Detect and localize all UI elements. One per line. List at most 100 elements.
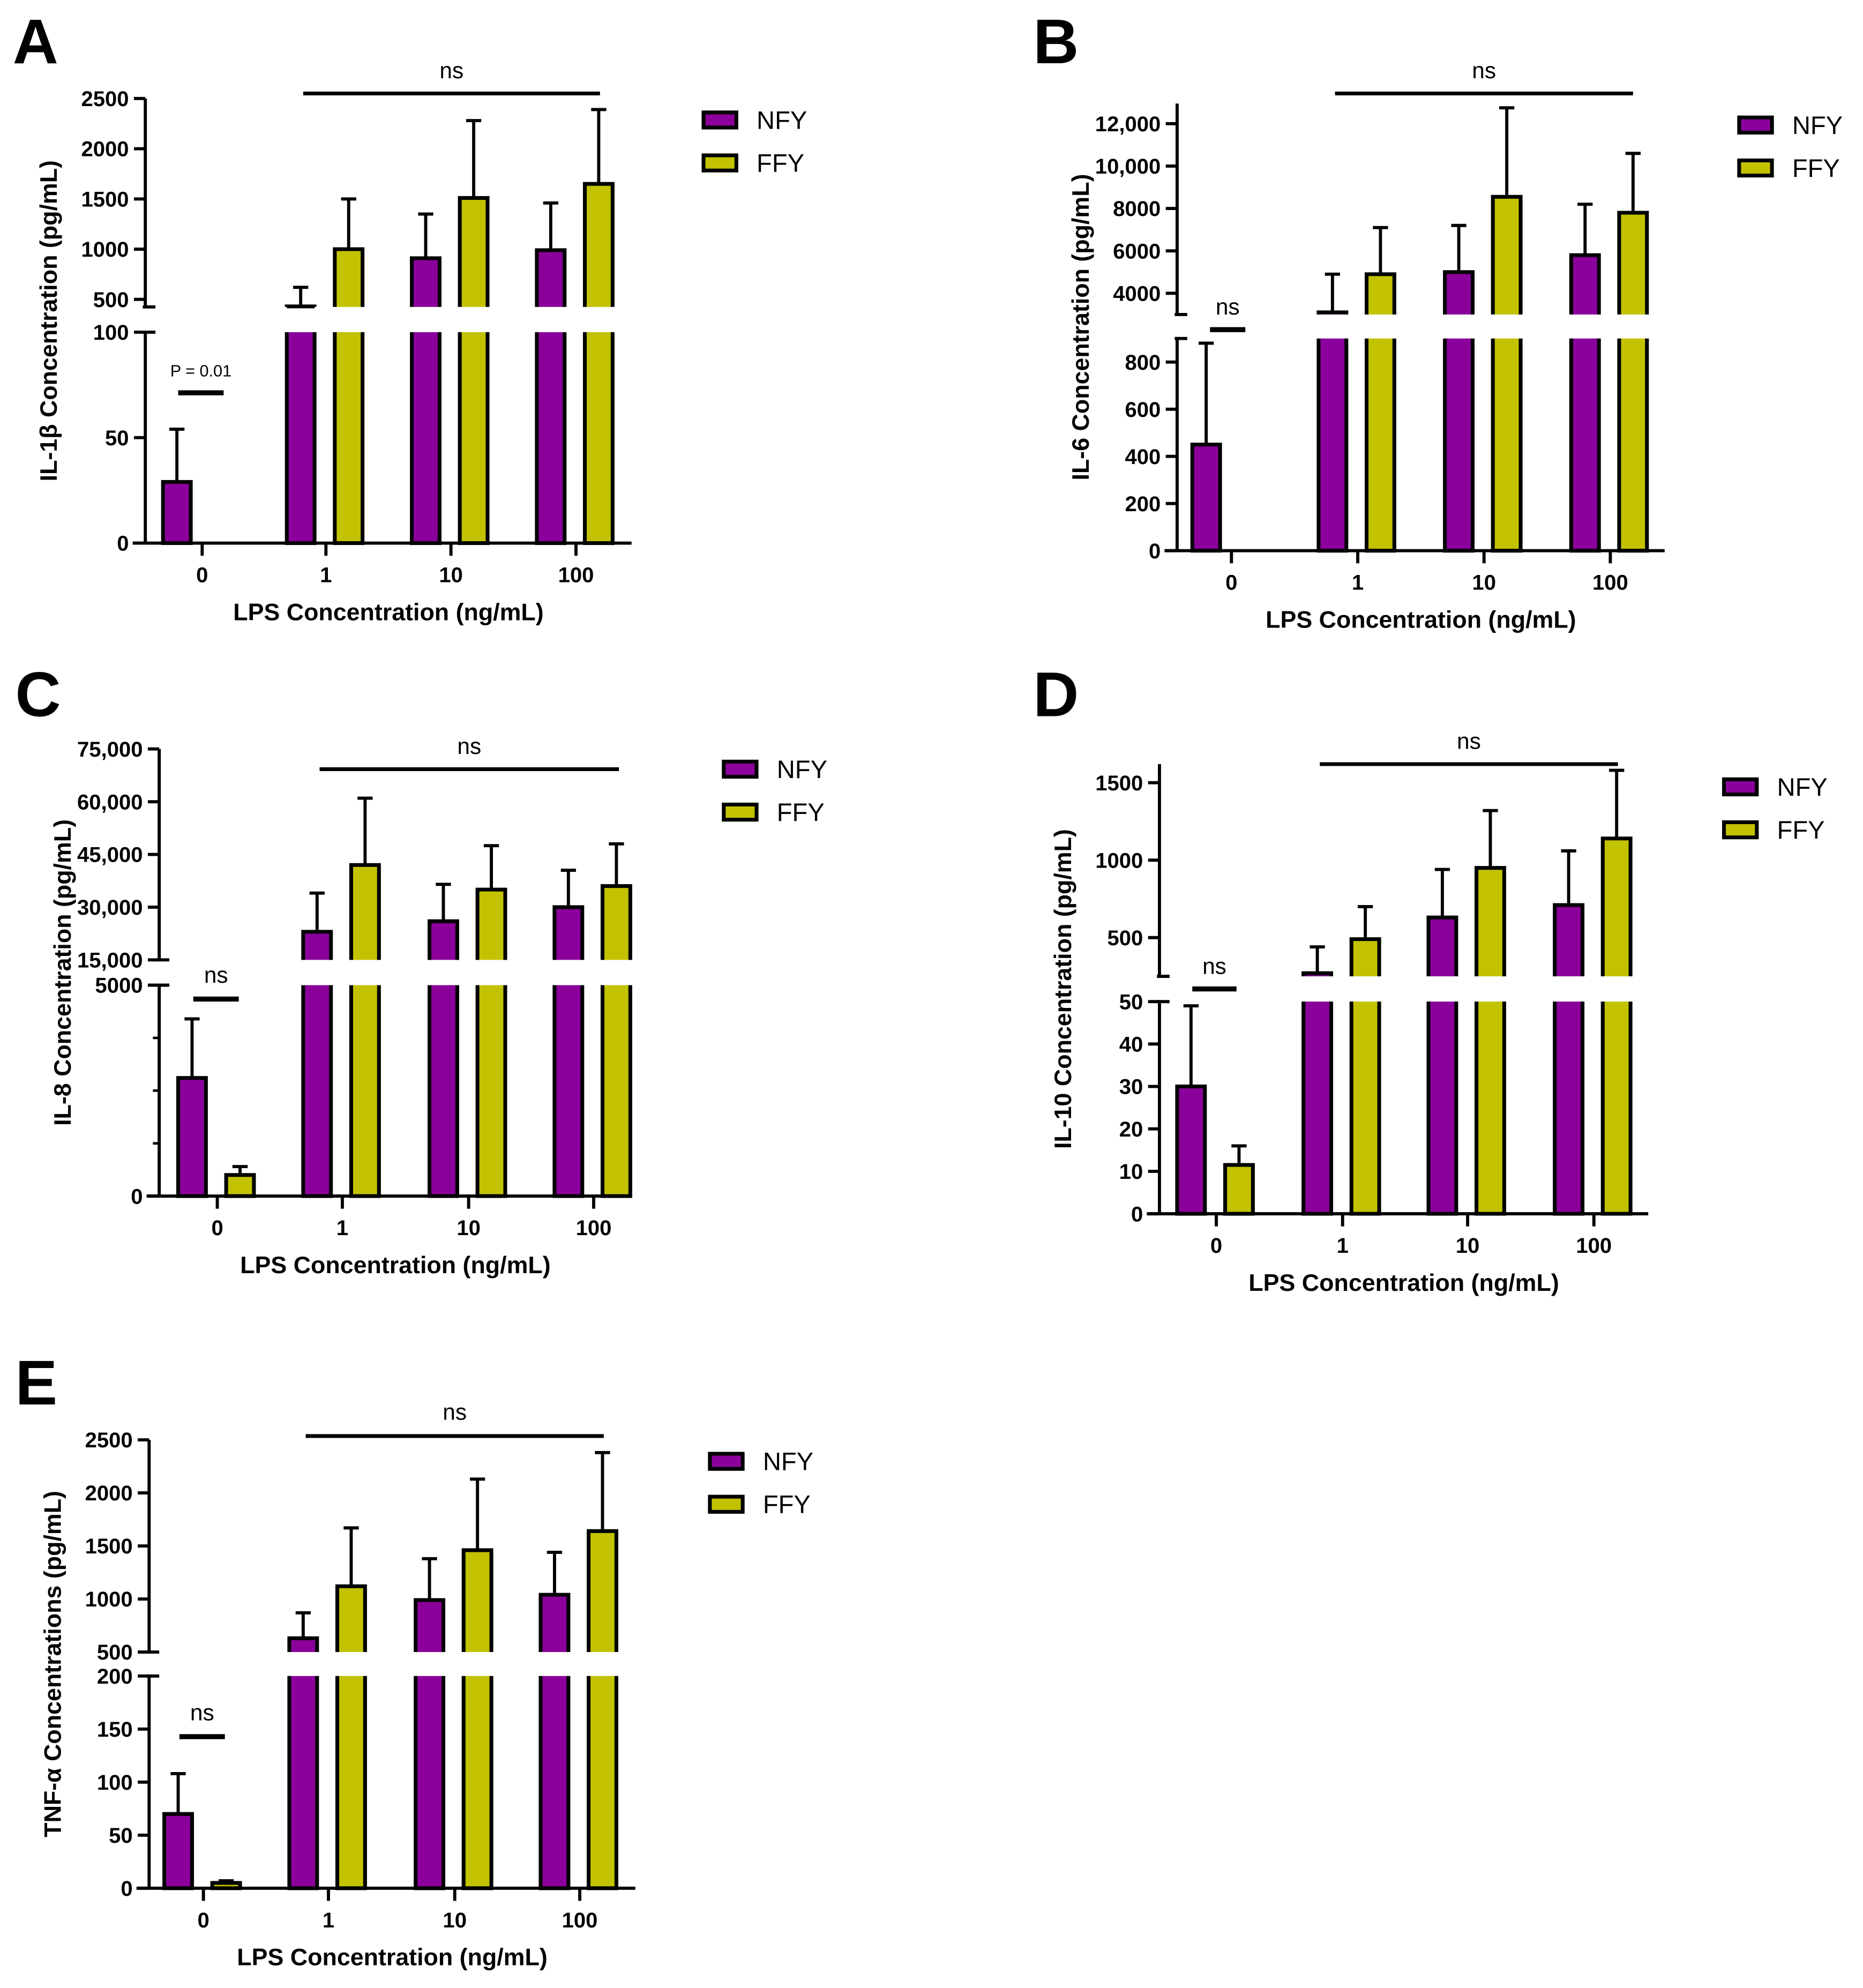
y-tick-label: 10,000 — [1095, 155, 1161, 178]
bar-outline — [428, 985, 459, 1198]
x-tick-label: 1 — [323, 1909, 334, 1932]
y-axis-label: IL-1β Concentration (pg/mL) — [35, 160, 62, 481]
y-tick-label: 0 — [1131, 1202, 1143, 1226]
bar-outline — [333, 247, 365, 307]
bar-outline — [301, 985, 333, 1198]
bar-segment — [415, 1600, 444, 1653]
bar-outline — [1617, 211, 1649, 315]
bar-outline — [1349, 937, 1381, 977]
bar-outline — [1491, 338, 1523, 553]
bar-outline — [1553, 1002, 1585, 1216]
bar-outline — [535, 248, 567, 307]
bar-segment — [460, 198, 488, 307]
bar-outline — [1475, 866, 1506, 977]
y-tick-label: 50 — [109, 1824, 133, 1848]
bar-segment — [411, 332, 440, 543]
y-tick-label: 6000 — [1113, 240, 1161, 263]
x-axis-label: LPS Concentration (ng/mL) — [1266, 606, 1576, 633]
bar-segment — [554, 985, 582, 1197]
y-tick-label: 5000 — [95, 974, 143, 998]
x-tick-label: 0 — [211, 1216, 223, 1240]
x-tick-label: 100 — [562, 1909, 598, 1932]
y-tick-label: 8000 — [1113, 197, 1161, 221]
y-tick-label: 200 — [97, 1665, 133, 1688]
bar-nfy — [552, 869, 585, 1198]
y-tick-label: 1000 — [81, 238, 129, 261]
bar-outline — [538, 1593, 571, 1653]
panel-label: B — [1033, 6, 1079, 77]
bar-ffy — [461, 1477, 493, 1890]
x-tick-label: 10 — [457, 1216, 481, 1240]
y-tick-label: 0 — [121, 1877, 132, 1901]
y-tick-label: 100 — [93, 321, 129, 345]
bar-outline — [410, 256, 442, 307]
x-axis-label: LPS Concentration (ng/mL) — [240, 1252, 550, 1279]
bar-outline — [287, 1636, 319, 1653]
bar-outline — [414, 1598, 446, 1653]
bar-outline — [582, 182, 615, 307]
bar-nfy — [1190, 341, 1222, 553]
bar-nfy — [428, 883, 459, 1198]
bar-segment — [1476, 1002, 1505, 1214]
y-tick-label: 150 — [97, 1718, 133, 1742]
bar-nfy — [301, 891, 333, 1198]
panel-label: C — [15, 659, 61, 729]
bar-outline — [1364, 272, 1396, 315]
x-tick-label: 0 — [1225, 571, 1237, 595]
legend-label: FFY — [1792, 154, 1840, 182]
legend-swatch-ffy — [1722, 820, 1759, 840]
y-tick-label: 10 — [1119, 1160, 1143, 1184]
y-tick-label: 50 — [105, 427, 129, 450]
bar-segment — [337, 1676, 365, 1888]
bar-segment — [536, 332, 565, 543]
bar-outline — [410, 332, 442, 545]
legend-swatch-nfy — [1722, 777, 1759, 797]
bar-segment — [1428, 917, 1456, 977]
x-tick-label: 0 — [198, 1909, 210, 1932]
y-tick-label: 200 — [1125, 492, 1161, 516]
bar-segment — [463, 1676, 492, 1888]
bar-segment — [162, 1812, 194, 1890]
bar-nfy — [161, 428, 193, 545]
x-tick-label: 10 — [1456, 1234, 1480, 1258]
y-tick-label: 45,000 — [77, 843, 143, 867]
bar-segment — [411, 258, 440, 307]
bar-segment — [1554, 905, 1583, 977]
bar-outline — [1316, 310, 1349, 315]
bar-segment — [337, 1586, 365, 1653]
legend-label: FFY — [777, 798, 825, 826]
bar-segment — [161, 480, 193, 545]
legend-swatch-nfy — [708, 1452, 745, 1471]
y-tick-label: 30,000 — [77, 896, 143, 920]
x-tick-label: 1 — [1337, 1234, 1349, 1258]
bar-ffy — [349, 796, 381, 1198]
bar-outline — [1569, 338, 1601, 553]
bar-outline — [1569, 253, 1601, 315]
bar-segment — [540, 1676, 568, 1888]
x-axis-label: LPS Concentration (ng/mL) — [1248, 1269, 1559, 1296]
x-tick-label: 10 — [439, 564, 463, 587]
y-tick-label: 1500 — [85, 1535, 133, 1558]
bar-outline — [1443, 338, 1475, 553]
bar-segment — [554, 907, 582, 960]
bar-ffy — [1223, 1144, 1255, 1216]
bar-outline — [1349, 1002, 1381, 1216]
y-tick-label: 0 — [131, 1185, 143, 1208]
bar-segment — [1571, 255, 1599, 315]
legend-label: NFY — [757, 106, 807, 134]
bar-ffy — [1364, 226, 1396, 553]
bar-outline — [587, 1529, 618, 1653]
legend-swatch-ffy — [708, 1494, 745, 1514]
bar-segment — [303, 985, 331, 1197]
bar-segment — [1476, 868, 1505, 977]
bar-segment — [429, 985, 458, 1197]
bar-outline — [1364, 338, 1396, 553]
bar-segment — [1619, 338, 1647, 551]
y-tick-label: 2000 — [85, 1482, 133, 1505]
x-tick-label: 100 — [558, 564, 594, 587]
x-tick-label: 0 — [196, 564, 208, 587]
bar-nfy — [1569, 203, 1601, 553]
bar-segment — [1351, 939, 1380, 977]
y-axis-label: IL-10 Concentration (pg/mL) — [1050, 829, 1076, 1149]
